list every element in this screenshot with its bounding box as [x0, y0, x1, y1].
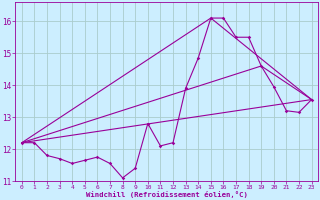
- X-axis label: Windchill (Refroidissement éolien,°C): Windchill (Refroidissement éolien,°C): [86, 191, 248, 198]
